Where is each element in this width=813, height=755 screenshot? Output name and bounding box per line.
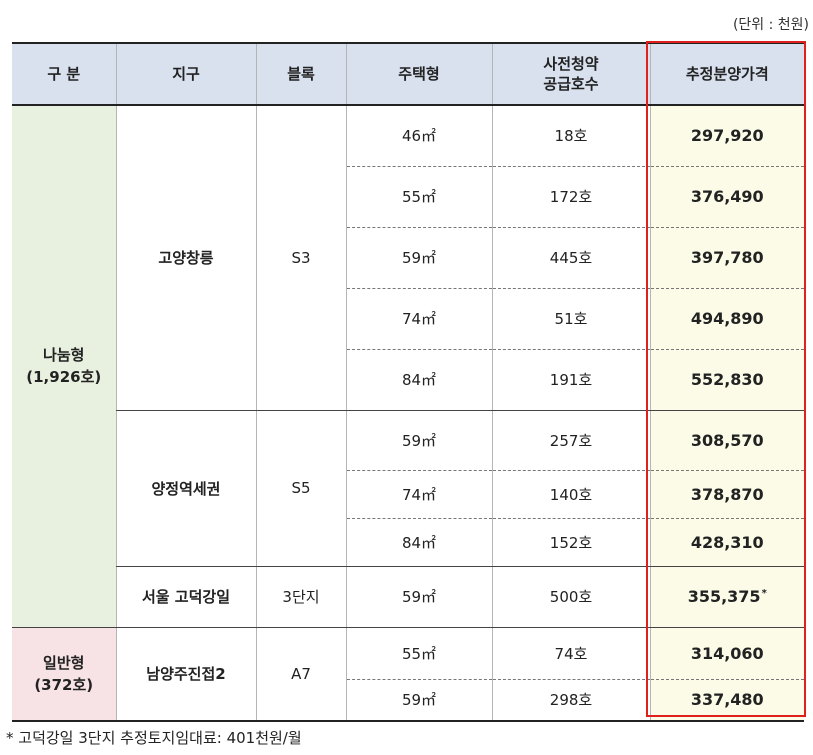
price-cell: 337,480 xyxy=(649,679,804,722)
header-housing-type: 주택형 xyxy=(345,42,492,106)
block-cell: S5 xyxy=(255,410,346,567)
type-cell: 59㎡ xyxy=(345,679,492,722)
table-row: 서울 고덕강일 3단지 59㎡ 500호 355,375* xyxy=(12,566,804,628)
type-cell: 59㎡ xyxy=(345,227,492,289)
price-table: 구 분 지구 블록 주택형 사전청약 공급호수 추정분양가격 나눔형 (1,92… xyxy=(12,42,804,722)
units-cell: 140호 xyxy=(491,470,650,519)
table-row: 74㎡ 140호 378,870 xyxy=(12,470,804,519)
type-cell: 55㎡ xyxy=(345,627,492,680)
price-cell: 378,870 xyxy=(649,470,804,519)
category-nanum: 나눔형 (1,926호) xyxy=(12,105,116,628)
header-block: 블록 xyxy=(255,42,346,106)
block-cell: 3단지 xyxy=(255,566,346,628)
type-cell: 84㎡ xyxy=(345,349,492,411)
price-cell: 355,375* xyxy=(649,566,804,628)
units-cell: 152호 xyxy=(491,518,650,567)
units-cell: 18호 xyxy=(491,105,650,167)
district-cell: 고양창릉 xyxy=(115,105,256,411)
footnote-mark: * xyxy=(761,587,767,599)
units-cell: 191호 xyxy=(491,349,650,411)
header-estimated-price: 추정분양가격 xyxy=(649,42,804,106)
type-cell: 55㎡ xyxy=(345,166,492,228)
table-row: 84㎡ 152호 428,310 xyxy=(12,518,804,567)
type-cell: 46㎡ xyxy=(345,105,492,167)
footnote: * 고덕강일 3단지 추정토지임대료: 401천원/월 xyxy=(6,729,302,747)
price-cell: 397,780 xyxy=(649,227,804,289)
units-cell: 257호 xyxy=(491,410,650,471)
type-cell: 59㎡ xyxy=(345,410,492,471)
table-row: 59㎡ 298호 337,480 xyxy=(12,679,804,722)
units-cell: 298호 xyxy=(491,679,650,722)
header-row: 구 분 지구 블록 주택형 사전청약 공급호수 추정분양가격 xyxy=(12,42,804,106)
table-row: 55㎡ 172호 376,490 xyxy=(12,166,804,228)
district-cell: 양정역세권 xyxy=(115,410,256,567)
table-row: 양정역세권 S5 59㎡ 257호 308,570 xyxy=(12,410,804,567)
units-cell: 500호 xyxy=(491,566,650,628)
district-cell: 서울 고덕강일 xyxy=(115,566,256,628)
price-cell: 308,570 xyxy=(649,410,804,471)
table-row: 일반형 (372호) 남양주진접2 A7 55㎡ 74호 314,060 xyxy=(12,627,804,722)
header-supply-units: 사전청약 공급호수 xyxy=(491,42,650,106)
type-cell: 59㎡ xyxy=(345,566,492,628)
header-district: 지구 xyxy=(115,42,256,106)
block-cell: A7 xyxy=(255,627,346,722)
price-cell: 314,060 xyxy=(649,627,804,680)
table-row: 나눔형 (1,926호) 고양창릉 S3 46㎡ 18호 297,920 xyxy=(12,105,804,628)
category-ilban: 일반형 (372호) xyxy=(12,627,116,722)
table-row: 84㎡ 191호 552,830 xyxy=(12,349,804,411)
price-cell: 552,830 xyxy=(649,349,804,411)
block-cell: S3 xyxy=(255,105,346,411)
price-cell: 376,490 xyxy=(649,166,804,228)
units-cell: 51호 xyxy=(491,288,650,350)
price-cell: 297,920 xyxy=(649,105,804,167)
unit-note: (단위 : 천원) xyxy=(732,17,809,33)
units-cell: 445호 xyxy=(491,227,650,289)
district-cell: 남양주진접2 xyxy=(115,627,256,722)
units-cell: 74호 xyxy=(491,627,650,680)
type-cell: 84㎡ xyxy=(345,518,492,567)
price-value: 355,375 xyxy=(687,587,761,606)
table-row: 59㎡ 445호 397,780 xyxy=(12,227,804,289)
price-cell: 428,310 xyxy=(649,518,804,567)
type-cell: 74㎡ xyxy=(345,288,492,350)
table-row: 74㎡ 51호 494,890 xyxy=(12,288,804,350)
header-category: 구 분 xyxy=(12,42,116,106)
price-cell: 494,890 xyxy=(649,288,804,350)
type-cell: 74㎡ xyxy=(345,470,492,519)
units-cell: 172호 xyxy=(491,166,650,228)
